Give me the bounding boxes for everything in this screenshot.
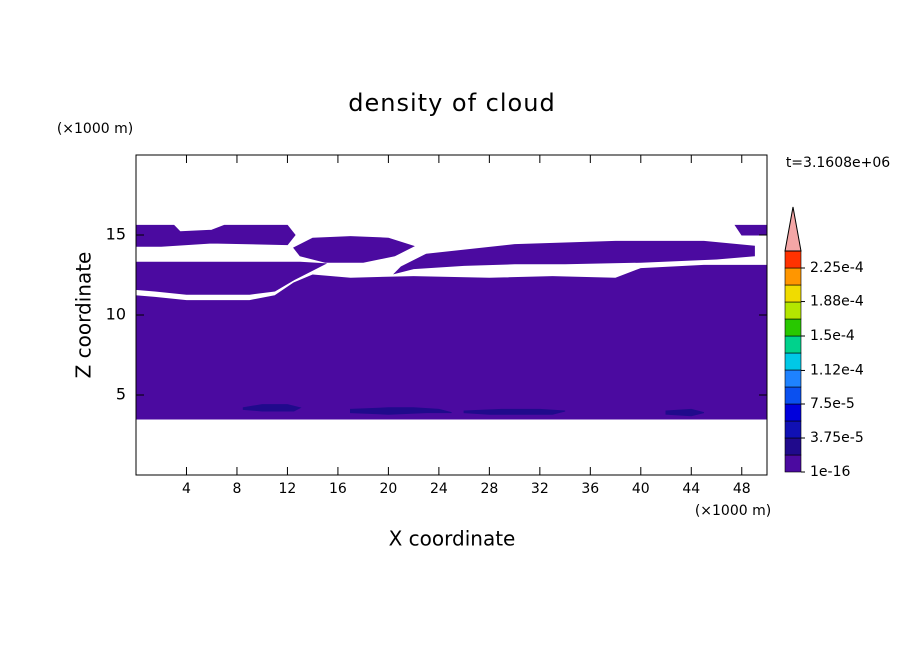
colorbar-label: 1.5e-4	[810, 328, 855, 344]
y-tick-label: 10	[106, 305, 126, 324]
x-tick-label: 8	[232, 481, 241, 497]
colorbar-box	[784, 250, 802, 269]
contour-region	[734, 224, 768, 236]
x-tick-label: 48	[733, 481, 751, 497]
colorbar-label: 1e-16	[810, 464, 850, 480]
contour-region	[293, 236, 415, 263]
colorbar-box	[784, 454, 802, 473]
colorbar-extend	[784, 206, 802, 252]
x-tick-label: 12	[279, 481, 297, 497]
contour-region	[350, 407, 452, 415]
colorbar-label: 3.75e-5	[810, 430, 864, 446]
x-tick-label: 16	[329, 481, 347, 497]
contour-region	[463, 408, 566, 415]
time-label: t=3.1608e+06	[786, 155, 890, 171]
y-tick-label: 15	[106, 225, 126, 244]
y-unit: (×1000 m)	[57, 121, 133, 137]
x-unit: (×1000 m)	[695, 503, 771, 519]
colorbar-box	[784, 403, 802, 422]
chart-title: density of cloud	[348, 89, 555, 117]
colorbar-label: 1.88e-4	[810, 294, 864, 310]
contour-region	[135, 224, 296, 247]
x-tick-label: 4	[182, 481, 191, 497]
colorbar-label: 1.12e-4	[810, 362, 864, 378]
colorbar-box	[784, 386, 802, 405]
colorbar-box	[784, 318, 802, 337]
colorbar-box	[784, 437, 802, 456]
x-tick-label: 36	[581, 481, 599, 497]
colorbar-box	[784, 284, 802, 303]
x-tick-label: 40	[632, 481, 650, 497]
x-tick-label: 28	[480, 481, 498, 497]
x-tick-label: 44	[682, 481, 700, 497]
colorbar-box	[784, 352, 802, 371]
colorbar-box	[784, 267, 802, 286]
contour-region	[135, 264, 768, 420]
y-axis-label: Z coordinate	[72, 252, 96, 379]
contour-region	[393, 240, 755, 275]
x-tick-label: 24	[430, 481, 448, 497]
contour-region	[665, 408, 705, 417]
colorbar-box	[784, 335, 802, 354]
colorbar-box	[784, 369, 802, 388]
colorbar-label: 7.5e-5	[810, 396, 855, 412]
x-axis-label: X coordinate	[389, 527, 516, 551]
y-tick-label: 5	[116, 385, 126, 404]
contour-region	[242, 404, 302, 412]
colorbar-box	[784, 420, 802, 439]
contour-region	[135, 261, 328, 295]
colorbar-box	[784, 301, 802, 320]
x-tick-label: 32	[531, 481, 549, 497]
x-tick-label: 20	[379, 481, 397, 497]
colorbar-label: 2.25e-4	[810, 260, 864, 276]
